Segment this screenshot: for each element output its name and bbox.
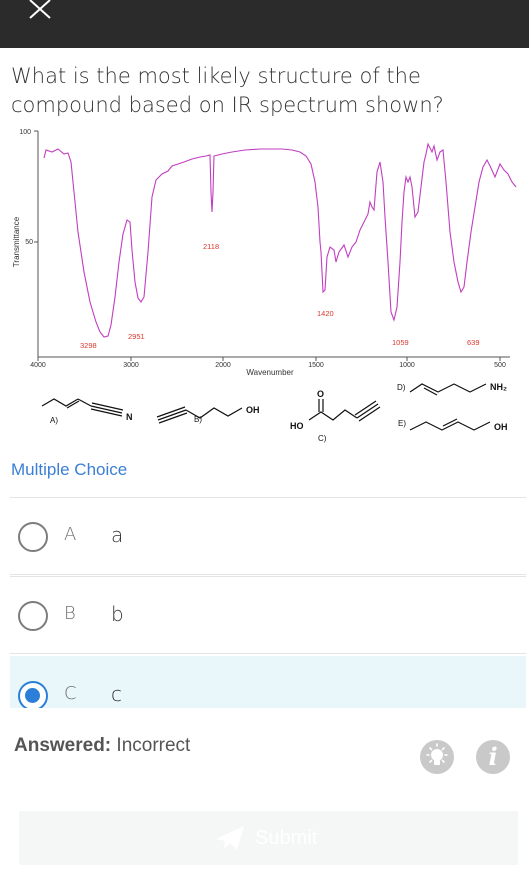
lightbulb-icon (426, 743, 448, 765)
radio-button[interactable] (18, 522, 48, 552)
submit-button[interactable]: Submit (19, 811, 518, 865)
structure-c-label: C) (318, 434, 327, 443)
peak-label: 639 (467, 338, 480, 347)
option-b[interactable]: B b (10, 576, 526, 654)
option-letter: A (64, 524, 77, 545)
peak-label: 1420 (317, 309, 334, 318)
peak-label: 2951 (128, 332, 145, 341)
y-axis-label: Transmittance (12, 216, 21, 267)
question-text: What is the most likely structure of the… (11, 64, 444, 117)
structure-e-group: OH (494, 422, 508, 432)
structure-b-group: OH (246, 405, 260, 415)
x-axis-label: Wavenumber (246, 368, 294, 377)
radio-button-selected[interactable] (18, 681, 48, 711)
close-icon (29, 0, 51, 19)
info-button[interactable]: i (476, 740, 510, 774)
peak-label: 1059 (392, 338, 409, 347)
structure-e (409, 418, 491, 431)
option-text: a (111, 523, 124, 547)
x-tick-label: 4000 (30, 362, 46, 369)
answered-label: Answered: (14, 735, 112, 756)
peak-label: 2118 (203, 242, 219, 251)
y-tick-label: 100 (19, 129, 31, 136)
hint-button[interactable] (420, 740, 454, 774)
info-icon: i (488, 742, 498, 771)
structure-a-atom: N (126, 412, 133, 422)
option-letter: B (64, 603, 76, 624)
multiple-choice-title: Multiple Choice (11, 460, 128, 479)
x-tick-label: 500 (494, 362, 506, 369)
submit-label: Submit (255, 826, 318, 849)
x-tick-label: 1500 (308, 362, 324, 369)
x-tick-label: 2000 (215, 362, 231, 369)
x-tick-label: 3000 (123, 362, 139, 369)
option-text: b (111, 602, 124, 626)
structure-b (156, 406, 243, 424)
answer-status: Answered: Incorrect (14, 735, 190, 757)
structure-d (409, 383, 487, 396)
top-bar (0, 0, 529, 48)
ir-spectrum-figure: 100 50 Transmittance 4000 3000 2000 1500… (0, 122, 529, 452)
structure-b-label: B) (194, 415, 202, 424)
option-text: c (111, 682, 122, 706)
send-icon (216, 826, 244, 850)
structure-a (41, 398, 124, 417)
structure-c-ho: HO (290, 421, 304, 431)
y-tick-label: 50 (25, 239, 33, 246)
close-button[interactable] (26, 0, 54, 22)
x-tick-label: 1000 (399, 362, 415, 369)
option-letter: C (64, 683, 77, 704)
structure-a-label: A) (50, 416, 58, 425)
radio-selected-dot (25, 688, 40, 703)
structure-e-label: E) (398, 419, 406, 428)
structure-c (308, 399, 381, 422)
structure-d-group: NH₂ (490, 382, 507, 392)
answered-value: Incorrect (116, 735, 191, 756)
peak-label: 3298 (80, 341, 97, 350)
option-a[interactable]: A a (10, 497, 526, 575)
bottom-panel: Answered: Incorrect i Submit (0, 708, 529, 876)
structure-c-oxygen: O (317, 389, 324, 399)
spectrum-trace (43, 142, 517, 338)
structure-d-label: D) (397, 383, 406, 392)
radio-button[interactable] (18, 601, 48, 631)
